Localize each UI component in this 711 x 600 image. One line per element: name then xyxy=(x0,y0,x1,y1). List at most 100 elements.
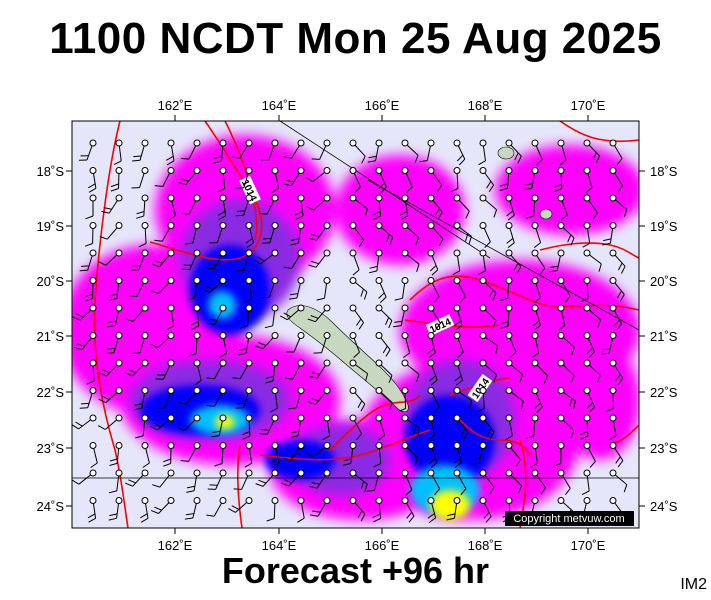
wind-barb xyxy=(290,222,305,246)
wind-barb xyxy=(214,442,227,467)
wind-barb xyxy=(306,194,331,211)
wind-barb xyxy=(186,469,201,493)
lat-label: 20˚S xyxy=(37,274,65,289)
wind-barb xyxy=(342,442,357,466)
wind-barb xyxy=(505,222,515,248)
wind-barb xyxy=(427,414,436,441)
wind-barb xyxy=(479,167,495,192)
wind-barb xyxy=(525,414,539,439)
wind-barb xyxy=(531,332,540,358)
wind-barb xyxy=(78,139,97,161)
wind-barb xyxy=(309,359,331,379)
wind-barb xyxy=(152,469,175,488)
wind-barb xyxy=(427,332,436,358)
wind-barb xyxy=(583,194,598,220)
wind-barb xyxy=(310,497,331,517)
wind-barb xyxy=(549,249,565,273)
wind-barb xyxy=(236,249,253,272)
wind-barb xyxy=(108,469,123,494)
wind-barb xyxy=(453,469,467,496)
wind-barb xyxy=(206,497,227,517)
wind-barb xyxy=(211,414,227,438)
wind-barb xyxy=(500,304,513,329)
lon-label: 170˚E xyxy=(571,98,606,113)
wind-barb xyxy=(505,442,521,467)
wind-barb xyxy=(557,359,575,383)
latitude-labels: 18˚S 19˚S 20˚S 21˚S 22˚S 23˚S 24˚S 18˚S … xyxy=(37,164,678,514)
wind-barb xyxy=(261,222,279,244)
wind-barb xyxy=(399,194,409,221)
wind-barb xyxy=(505,414,513,441)
wind-barb xyxy=(349,414,363,441)
wind-barb xyxy=(313,332,331,354)
wind-barb xyxy=(479,414,495,440)
wind-barb xyxy=(453,387,473,409)
wind-barb xyxy=(398,387,409,413)
wind-barb xyxy=(531,387,543,413)
lat-label: 24˚S xyxy=(650,499,678,514)
wind-barb xyxy=(557,139,567,166)
wind-barb xyxy=(181,249,201,270)
wind-barb xyxy=(288,277,305,300)
wind-barb xyxy=(101,194,123,214)
wind-barb xyxy=(349,359,369,382)
wind-barb xyxy=(446,497,461,521)
wind-barb xyxy=(295,194,305,220)
wind-barb xyxy=(479,497,492,523)
wind-barb xyxy=(107,304,123,328)
wind-barb xyxy=(290,414,305,438)
wind-barb xyxy=(479,359,497,383)
wind-barb xyxy=(499,277,513,302)
wind-barb xyxy=(283,249,305,269)
wind-barb xyxy=(307,304,331,323)
wind-barb xyxy=(178,167,201,186)
wind-barb xyxy=(419,139,435,163)
wind-barb xyxy=(505,139,522,164)
map-title: 1100 NCDT Mon 25 Aug 2025 xyxy=(49,14,662,63)
wind-barb xyxy=(190,304,201,330)
wind-barb xyxy=(608,414,617,441)
lat-label: 22˚S xyxy=(650,385,678,400)
wind-barb xyxy=(453,222,472,245)
wind-barb xyxy=(554,167,565,193)
wind-barb xyxy=(206,249,227,270)
wind-barb xyxy=(366,469,383,492)
wind-barb xyxy=(84,222,97,247)
wind-barb xyxy=(260,139,279,161)
wind-barb xyxy=(453,139,466,166)
wind-barb xyxy=(305,442,331,458)
wind-barb xyxy=(133,387,149,411)
wind-barb xyxy=(124,359,149,377)
wind-barb xyxy=(582,222,591,248)
wind-barb xyxy=(151,249,175,268)
wind-barb xyxy=(479,222,491,248)
lat-label: 18˚S xyxy=(650,164,678,179)
wind-barb xyxy=(151,497,175,514)
wind-barb xyxy=(349,139,366,164)
island-chesterfield xyxy=(497,146,515,160)
wind-barb xyxy=(308,222,331,241)
wind-barb xyxy=(375,277,387,303)
wind-barb xyxy=(375,359,393,383)
wind-barb xyxy=(180,442,201,462)
wind-barb xyxy=(282,442,305,461)
wind-barb xyxy=(609,249,626,274)
tick-marks xyxy=(66,115,645,534)
wind-barb xyxy=(609,194,628,218)
lat-label: 18˚S xyxy=(37,164,65,179)
wind-barb xyxy=(186,277,201,301)
wind-barb xyxy=(309,469,331,489)
wind-barb xyxy=(401,167,413,193)
wind-barb xyxy=(367,139,383,163)
wind-barb xyxy=(98,387,123,404)
wind-barb xyxy=(281,469,305,487)
wind-barb xyxy=(242,414,253,440)
wind-barb xyxy=(136,194,149,219)
wind-barb xyxy=(453,332,464,358)
wind-barb xyxy=(255,469,279,487)
wind-barb xyxy=(478,139,487,166)
wind-barb xyxy=(99,222,123,240)
wind-barb xyxy=(479,332,499,354)
wind-barb xyxy=(401,359,420,383)
wind-barb xyxy=(113,139,123,166)
